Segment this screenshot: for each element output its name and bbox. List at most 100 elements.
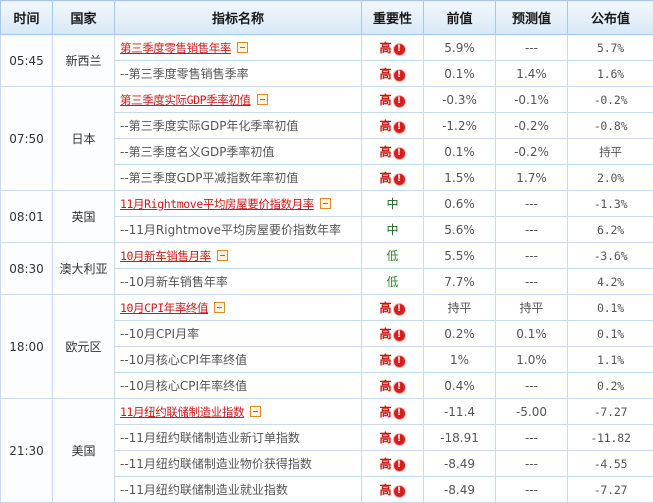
indicator-label: --第三季度名义GDP季率初值 bbox=[120, 145, 274, 159]
previous-cell: 0.2% bbox=[424, 321, 496, 347]
collapse-toggle-icon[interactable] bbox=[250, 406, 261, 417]
importance-label: 高 bbox=[379, 379, 391, 393]
importance-label: 高 bbox=[379, 405, 391, 419]
importance-cell: 高! bbox=[362, 35, 424, 61]
collapse-toggle-icon[interactable] bbox=[237, 42, 248, 53]
alert-icon: ! bbox=[393, 355, 406, 368]
alert-icon: ! bbox=[393, 43, 406, 56]
time-cell: 07:50 bbox=[1, 87, 53, 191]
published-cell: 2.0% bbox=[568, 165, 653, 191]
previous-cell: 1.5% bbox=[424, 165, 496, 191]
indicator-link[interactable]: 10月CPI年率终值 bbox=[120, 301, 208, 315]
published-cell: 1.1% bbox=[568, 347, 653, 373]
published-cell: -0.8% bbox=[568, 113, 653, 139]
importance-label: 高 bbox=[379, 483, 391, 497]
previous-cell: 0.4% bbox=[424, 373, 496, 399]
header-forecast[interactable]: 预测值 bbox=[496, 1, 568, 35]
importance-label: 高 bbox=[379, 145, 391, 159]
importance-label: 高 bbox=[379, 457, 391, 471]
indicator-label: --11月纽约联储制造业就业指数 bbox=[120, 483, 288, 497]
published-cell: 0.1% bbox=[568, 295, 653, 321]
published-cell: -7.27 bbox=[568, 477, 653, 503]
forecast-cell: --- bbox=[496, 243, 568, 269]
indicator-link[interactable]: 第三季度零售销售年率 bbox=[120, 41, 231, 55]
published-cell: -4.55 bbox=[568, 451, 653, 477]
previous-cell: 5.6% bbox=[424, 217, 496, 243]
forecast-cell: --- bbox=[496, 217, 568, 243]
country-cell: 澳大利亚 bbox=[53, 243, 115, 295]
importance-cell: 高! bbox=[362, 295, 424, 321]
country-cell: 新西兰 bbox=[53, 35, 115, 87]
collapse-toggle-icon[interactable] bbox=[214, 302, 225, 313]
importance-label: 中 bbox=[386, 223, 398, 237]
indicator-cell: --11月纽约联储制造业就业指数 bbox=[115, 477, 362, 503]
indicator-link[interactable]: 10月新车销售月率 bbox=[120, 249, 211, 263]
forecast-cell: --- bbox=[496, 451, 568, 477]
alert-icon: ! bbox=[393, 381, 406, 394]
published-cell: -0.2% bbox=[568, 87, 653, 113]
forecast-cell: 0.1% bbox=[496, 321, 568, 347]
forecast-cell: -0.2% bbox=[496, 139, 568, 165]
indicator-label: --第三季度GDP平减指数年率初值 bbox=[120, 171, 298, 185]
header-country[interactable]: 国家 bbox=[53, 1, 115, 35]
header-time[interactable]: 时间 bbox=[1, 1, 53, 35]
published-cell: -7.27 bbox=[568, 399, 653, 425]
header-published[interactable]: 公布值 bbox=[568, 1, 653, 35]
time-cell: 18:00 bbox=[1, 295, 53, 399]
alert-icon: ! bbox=[393, 147, 406, 160]
previous-cell: -11.4 bbox=[424, 399, 496, 425]
indicator-cell: 11月Rightmove平均房屋要价指数月率 bbox=[115, 191, 362, 217]
indicator-link[interactable]: 第三季度实际GDP季率初值 bbox=[120, 93, 251, 107]
previous-cell: -8.49 bbox=[424, 477, 496, 503]
country-cell: 欧元区 bbox=[53, 295, 115, 399]
indicator-label: --11月Rightmove平均房屋要价指数年率 bbox=[120, 223, 341, 237]
published-cell: 5.7% bbox=[568, 35, 653, 61]
forecast-cell: --- bbox=[496, 269, 568, 295]
header-previous[interactable]: 前值 bbox=[424, 1, 496, 35]
importance-label: 高 bbox=[379, 41, 391, 55]
indicator-link[interactable]: 11月纽约联储制造业指数 bbox=[120, 405, 244, 419]
alert-icon: ! bbox=[393, 433, 406, 446]
alert-icon: ! bbox=[393, 69, 406, 82]
importance-cell: 低 bbox=[362, 269, 424, 295]
alert-icon: ! bbox=[393, 173, 406, 186]
importance-cell: 高! bbox=[362, 347, 424, 373]
forecast-cell: --- bbox=[496, 35, 568, 61]
collapse-toggle-icon[interactable] bbox=[257, 94, 268, 105]
importance-cell: 高! bbox=[362, 321, 424, 347]
indicator-cell: 10月新车销售月率 bbox=[115, 243, 362, 269]
importance-cell: 高! bbox=[362, 113, 424, 139]
previous-cell: -8.49 bbox=[424, 451, 496, 477]
indicator-cell: --10月核心CPI年率终值 bbox=[115, 373, 362, 399]
country-cell: 美国 bbox=[53, 399, 115, 503]
alert-icon: ! bbox=[393, 329, 406, 342]
indicator-link[interactable]: 11月Rightmove平均房屋要价指数月率 bbox=[120, 197, 314, 211]
importance-cell: 高! bbox=[362, 451, 424, 477]
time-cell: 08:01 bbox=[1, 191, 53, 243]
indicator-cell: --第三季度实际GDP年化季率初值 bbox=[115, 113, 362, 139]
previous-cell: -18.91 bbox=[424, 425, 496, 451]
collapse-toggle-icon[interactable] bbox=[217, 250, 228, 261]
importance-label: 中 bbox=[386, 197, 398, 211]
time-cell: 21:30 bbox=[1, 399, 53, 503]
forecast-cell: -0.1% bbox=[496, 87, 568, 113]
collapse-toggle-icon[interactable] bbox=[320, 198, 331, 209]
indicator-cell: --11月纽约联储制造业物价获得指数 bbox=[115, 451, 362, 477]
forecast-cell: 1.0% bbox=[496, 347, 568, 373]
indicator-label: --11月纽约联储制造业物价获得指数 bbox=[120, 457, 312, 471]
importance-cell: 低 bbox=[362, 243, 424, 269]
header-indicator[interactable]: 指标名称 bbox=[115, 1, 362, 35]
indicator-label: --10月核心CPI年率终值 bbox=[120, 353, 247, 367]
indicator-cell: --11月纽约联储制造业新订单指数 bbox=[115, 425, 362, 451]
alert-icon: ! bbox=[393, 485, 406, 498]
published-cell: 1.6% bbox=[568, 61, 653, 87]
alert-icon: ! bbox=[393, 303, 406, 316]
importance-label: 低 bbox=[386, 275, 398, 289]
header-row: 时间 国家 指标名称 重要性 前值 预测值 公布值 bbox=[1, 1, 653, 35]
header-importance[interactable]: 重要性 bbox=[362, 1, 424, 35]
